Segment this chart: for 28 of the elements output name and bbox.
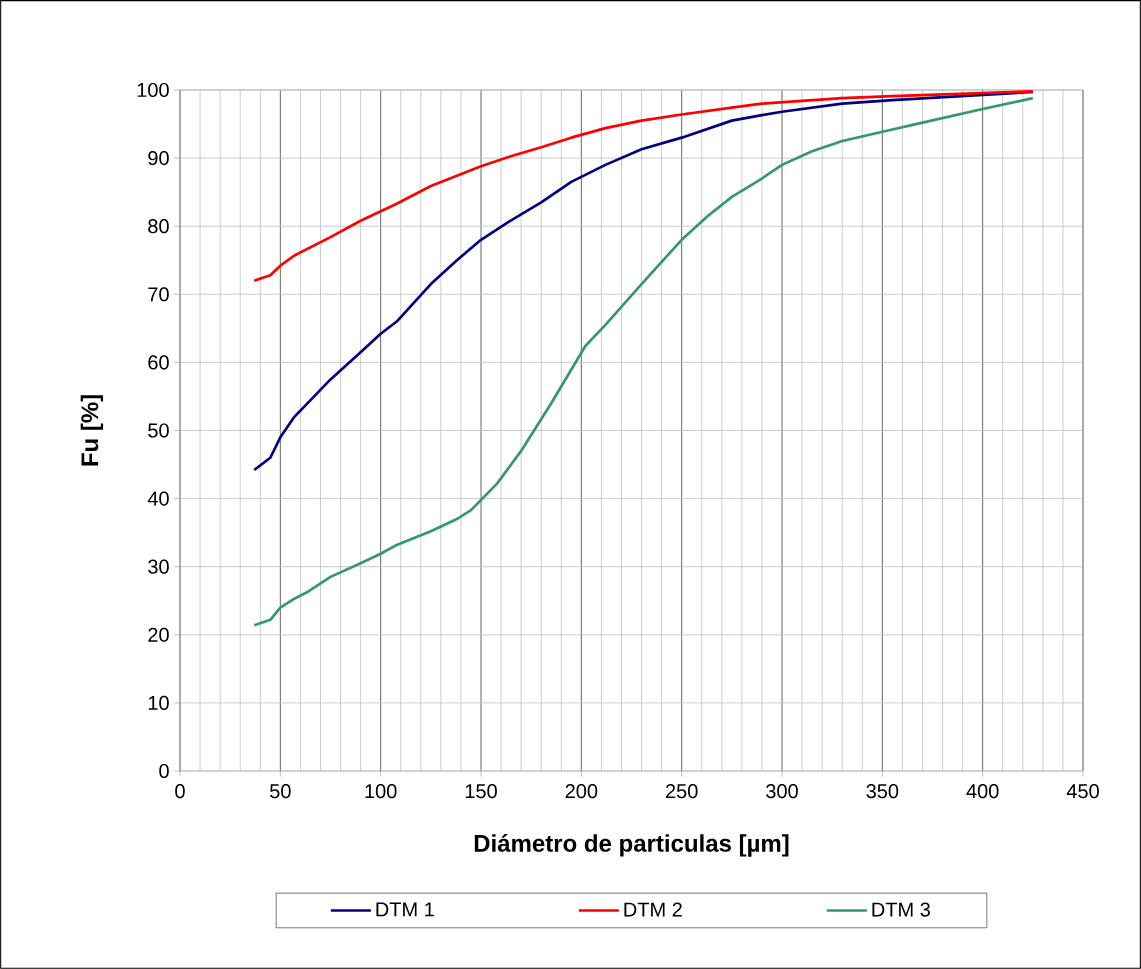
x-tick-label: 50 [270,784,291,799]
y-tick-label: 20 [148,627,169,642]
y-tick-label: 0 [159,763,169,779]
y-tick-label: 50 [148,423,169,438]
line-series [252,96,1035,627]
y-tick-label: 40 [147,491,169,506]
y-tick-label: 80 [148,219,169,234]
x-tick-label: 150 [465,784,497,799]
x-tick-label: 0 [175,784,185,799]
x-tick-label: 100 [365,784,397,799]
legend-label: DTM 2 [624,902,682,917]
y-tick-label: 10 [148,695,169,710]
line-series [252,90,1035,283]
legend-label: DTM 1 [376,902,434,917]
x-tick-label: 450 [1066,784,1099,799]
x-tick-label: 400 [966,784,999,799]
x-axis-title: Diámetro de particulas [µm] [474,834,789,857]
x-tick-label: 300 [766,784,798,799]
x-tick-label: 200 [565,784,598,799]
x-tick-label: 250 [665,784,698,799]
legend-label: DTM 3 [872,902,930,917]
y-tick-label: 70 [148,287,169,302]
y-tick-label: 60 [148,355,169,370]
y-tick-label: 30 [148,559,169,574]
x-tick-label: 350 [866,784,899,799]
y-tick-label: 100 [137,82,169,98]
y-tick-label: 90 [148,151,169,166]
y-axis-title: Fu [%] [80,395,104,466]
